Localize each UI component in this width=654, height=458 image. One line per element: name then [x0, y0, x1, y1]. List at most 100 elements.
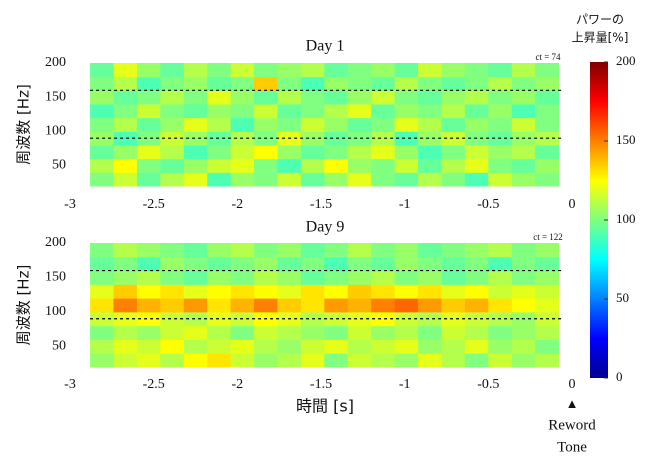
heat-cell	[136, 63, 161, 78]
heat-cell	[535, 117, 560, 132]
heat-cell	[347, 256, 372, 272]
heat-cell	[441, 298, 466, 313]
heat-cell	[230, 298, 255, 313]
heat-cell	[418, 339, 442, 354]
heat-cell	[160, 298, 185, 313]
heat-cell	[230, 145, 255, 160]
heat-cell	[535, 353, 560, 368]
heat-cell	[418, 131, 442, 146]
heat-cell	[441, 131, 466, 146]
heat-cell	[160, 172, 185, 187]
heat-cell	[418, 256, 442, 272]
heat-cell	[347, 76, 372, 91]
heat-cell	[371, 172, 396, 187]
heat-cell	[371, 158, 396, 173]
heat-cell	[90, 243, 115, 258]
heat-cell	[464, 339, 489, 354]
heat-cell	[230, 104, 255, 119]
heat-cell	[136, 353, 161, 368]
x-tick-label: -1	[399, 377, 411, 392]
heat-cell	[136, 131, 161, 146]
heat-cell	[300, 270, 325, 285]
heat-cell	[90, 270, 115, 285]
heat-cell	[488, 298, 513, 313]
heat-cell	[254, 298, 278, 313]
heat-cell	[394, 256, 419, 272]
heat-cell	[136, 145, 161, 160]
heat-cell	[136, 76, 161, 91]
x-tick-label: 0	[569, 197, 576, 212]
heat-cell	[535, 243, 560, 258]
x-tick-label: -3	[64, 377, 76, 392]
heat-cell	[488, 104, 513, 119]
heat-cell	[207, 339, 232, 354]
heat-cell	[324, 117, 349, 132]
heat-cell	[488, 339, 513, 354]
heat-cell	[441, 90, 466, 105]
heat-cell	[324, 90, 349, 105]
heat-cell	[254, 256, 278, 272]
heat-cell	[230, 76, 255, 91]
heat-cell	[324, 270, 349, 285]
heat-cell	[183, 298, 208, 313]
heat-cell	[254, 158, 278, 173]
heat-cell	[136, 284, 161, 299]
heat-cell	[136, 325, 161, 340]
heat-cell	[136, 158, 161, 173]
heat-cell	[394, 339, 419, 354]
heat-cell	[488, 270, 513, 285]
heat-cell	[418, 325, 442, 340]
heat-cell	[183, 117, 208, 132]
heat-cell	[277, 339, 302, 354]
heat-cell	[324, 256, 349, 272]
heat-cell	[371, 63, 396, 78]
y-tick-label: 50	[52, 339, 66, 354]
heat-cell	[90, 145, 115, 160]
heat-cell	[394, 243, 419, 258]
heat-cell	[183, 270, 208, 285]
heat-cell	[300, 172, 325, 187]
heat-cell	[300, 353, 325, 368]
heat-cell	[254, 76, 278, 91]
x-tick-label: -1.5	[310, 197, 332, 212]
heat-cell	[300, 339, 325, 354]
heat-cell	[254, 63, 278, 78]
heat-cell	[347, 172, 372, 187]
heat-cell	[535, 76, 560, 91]
heat-cell	[183, 243, 208, 258]
heat-cell	[113, 104, 138, 119]
heat-cell	[90, 172, 115, 187]
heat-cell	[371, 325, 396, 340]
heat-cell	[324, 284, 349, 299]
heat-cell	[488, 256, 513, 272]
heat-cell	[371, 104, 396, 119]
heat-cell	[300, 256, 325, 272]
heat-cell	[183, 339, 208, 354]
heat-cell	[464, 298, 489, 313]
heat-cell	[371, 284, 396, 299]
heat-cell	[160, 90, 185, 105]
heat-cell	[371, 145, 396, 160]
heat-cell	[464, 104, 489, 119]
heat-cell	[464, 270, 489, 285]
heat-cell	[464, 284, 489, 299]
x-tick-label: -0.5	[477, 197, 499, 212]
heat-cell	[441, 339, 466, 354]
heat-cell	[464, 172, 489, 187]
heat-cell	[394, 325, 419, 340]
heat-cell	[277, 270, 302, 285]
heat-cell	[441, 256, 466, 272]
heat-cell	[254, 243, 278, 258]
heat-cell	[207, 172, 232, 187]
heat-cell	[535, 256, 560, 272]
heat-cell	[277, 172, 302, 187]
heat-cell	[418, 76, 442, 91]
heat-cell	[347, 311, 372, 327]
heat-cell	[160, 63, 185, 78]
heat-cell	[394, 311, 419, 327]
heat-cell	[90, 284, 115, 299]
heat-cell	[488, 145, 513, 160]
heat-cell	[488, 63, 513, 78]
heat-cell	[90, 353, 115, 368]
heat-cell	[277, 104, 302, 119]
